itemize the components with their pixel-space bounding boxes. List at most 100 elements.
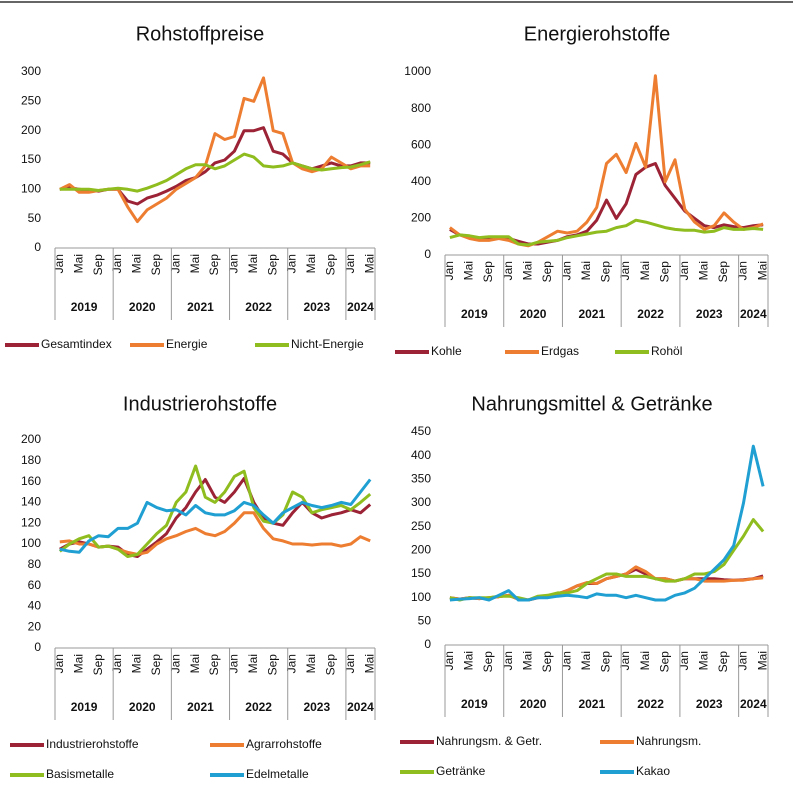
year-label: 2021 xyxy=(187,700,214,714)
y-tick-label: 100 xyxy=(21,182,41,196)
x-tick-label: Jan xyxy=(677,261,691,280)
y-tick-label: 150 xyxy=(411,566,431,580)
x-tick-label: Jan xyxy=(227,654,241,673)
x-tick-label: Sep xyxy=(540,261,554,283)
y-tick-label: 400 xyxy=(411,448,431,462)
x-tick-label: Mai xyxy=(304,254,318,273)
year-label: 2019 xyxy=(71,300,98,314)
x-tick-label: Mai xyxy=(697,261,711,280)
x-tick-label: Sep xyxy=(207,254,221,276)
y-tick-label: 200 xyxy=(21,123,41,137)
legend-label: Kohle xyxy=(431,344,462,358)
chart-title: Industrierohstoffe xyxy=(123,393,277,415)
y-tick-label: 200 xyxy=(21,432,41,446)
x-tick-label: Jan xyxy=(560,651,574,670)
y-tick-label: 300 xyxy=(21,64,41,78)
x-tick-label: Jan xyxy=(52,654,66,673)
year-label: 2021 xyxy=(578,697,605,711)
legend-label: Gesamtindex xyxy=(41,337,112,351)
series-line xyxy=(59,76,371,224)
x-tick-label: Mai xyxy=(697,651,711,670)
year-label: 2023 xyxy=(696,697,723,711)
chart-title: Energierohstoffe xyxy=(524,23,670,45)
year-label: 2019 xyxy=(71,700,98,714)
x-tick-label: Mai xyxy=(462,261,476,280)
year-label: 2020 xyxy=(520,307,547,321)
series-line xyxy=(59,478,372,554)
x-tick-label: Mai xyxy=(71,254,85,273)
x-tick-label: Jan xyxy=(168,654,182,673)
series-line xyxy=(449,518,765,602)
x-tick-label: Mai xyxy=(362,654,376,673)
y-tick-label: 400 xyxy=(411,174,431,188)
x-tick-label: Mai xyxy=(520,261,534,280)
year-label: 2022 xyxy=(637,697,664,711)
x-tick-label: Jan xyxy=(285,254,299,273)
x-tick-label: Sep xyxy=(481,261,495,283)
legend-label: Nahrungsm. & Getr. xyxy=(436,734,542,748)
x-tick-label: Mai xyxy=(579,261,593,280)
series-line xyxy=(59,152,371,193)
y-tick-label: 0 xyxy=(34,640,41,654)
legend-label: Getränke xyxy=(436,764,486,778)
x-tick-label: Mai xyxy=(304,654,318,673)
y-tick-label: 20 xyxy=(28,619,42,633)
y-tick-label: 100 xyxy=(21,536,41,550)
x-tick-label: Jan xyxy=(736,651,750,670)
y-tick-label: 0 xyxy=(34,240,41,254)
x-tick-label: Sep xyxy=(149,254,163,276)
y-tick-label: 250 xyxy=(411,519,431,533)
x-tick-label: Jan xyxy=(442,651,456,670)
x-tick-label: Mai xyxy=(71,654,85,673)
x-tick-label: Jan xyxy=(110,254,124,273)
series-line xyxy=(59,511,371,556)
y-tick-label: 250 xyxy=(21,94,41,108)
y-tick-label: 450 xyxy=(411,424,431,438)
x-tick-label: Mai xyxy=(362,254,376,273)
x-tick-label: Sep xyxy=(207,654,221,676)
x-tick-label: Mai xyxy=(638,651,652,670)
y-tick-label: 300 xyxy=(411,495,431,509)
x-tick-label: Sep xyxy=(657,261,671,283)
y-tick-label: 60 xyxy=(28,578,42,592)
x-tick-label: Jan xyxy=(618,261,632,280)
chart-title: Rohstoffpreise xyxy=(136,23,265,45)
year-label: 2020 xyxy=(520,697,547,711)
x-tick-label: Sep xyxy=(265,654,279,676)
x-tick-label: Jan xyxy=(52,254,66,273)
year-label: 2020 xyxy=(129,300,156,314)
y-tick-label: 200 xyxy=(411,211,431,225)
y-tick-label: 350 xyxy=(411,472,431,486)
year-label: 2024 xyxy=(347,700,374,714)
legend-label: Basismetalle xyxy=(46,767,114,781)
year-label: 2022 xyxy=(245,300,272,314)
y-tick-label: 0 xyxy=(424,637,431,651)
x-tick-label: Jan xyxy=(618,651,632,670)
x-tick-label: Mai xyxy=(246,254,260,273)
x-tick-label: Mai xyxy=(638,261,652,280)
year-label: 2020 xyxy=(129,700,156,714)
legend-label: Rohöl xyxy=(651,344,682,358)
x-tick-label: Mai xyxy=(755,651,769,670)
x-tick-label: Sep xyxy=(716,261,730,283)
year-label: 2019 xyxy=(461,307,488,321)
x-tick-label: Jan xyxy=(227,254,241,273)
series-line xyxy=(449,74,764,248)
x-tick-label: Mai xyxy=(130,654,144,673)
x-tick-label: Mai xyxy=(520,651,534,670)
year-label: 2024 xyxy=(740,697,767,711)
x-tick-label: Sep xyxy=(599,651,613,673)
legend-label: Agrarrohstoffe xyxy=(246,737,322,751)
y-tick-label: 160 xyxy=(21,474,41,488)
y-tick-label: 50 xyxy=(418,614,432,628)
year-label: 2023 xyxy=(303,300,330,314)
y-tick-label: 40 xyxy=(28,599,42,613)
x-tick-label: Jan xyxy=(442,261,456,280)
year-label: 2024 xyxy=(347,300,374,314)
y-tick-label: 800 xyxy=(411,101,431,115)
x-tick-label: Mai xyxy=(462,651,476,670)
legend-label: Nicht-Energie xyxy=(291,337,364,351)
series-line xyxy=(449,218,764,247)
y-tick-label: 1000 xyxy=(404,64,431,78)
x-tick-label: Sep xyxy=(481,651,495,673)
